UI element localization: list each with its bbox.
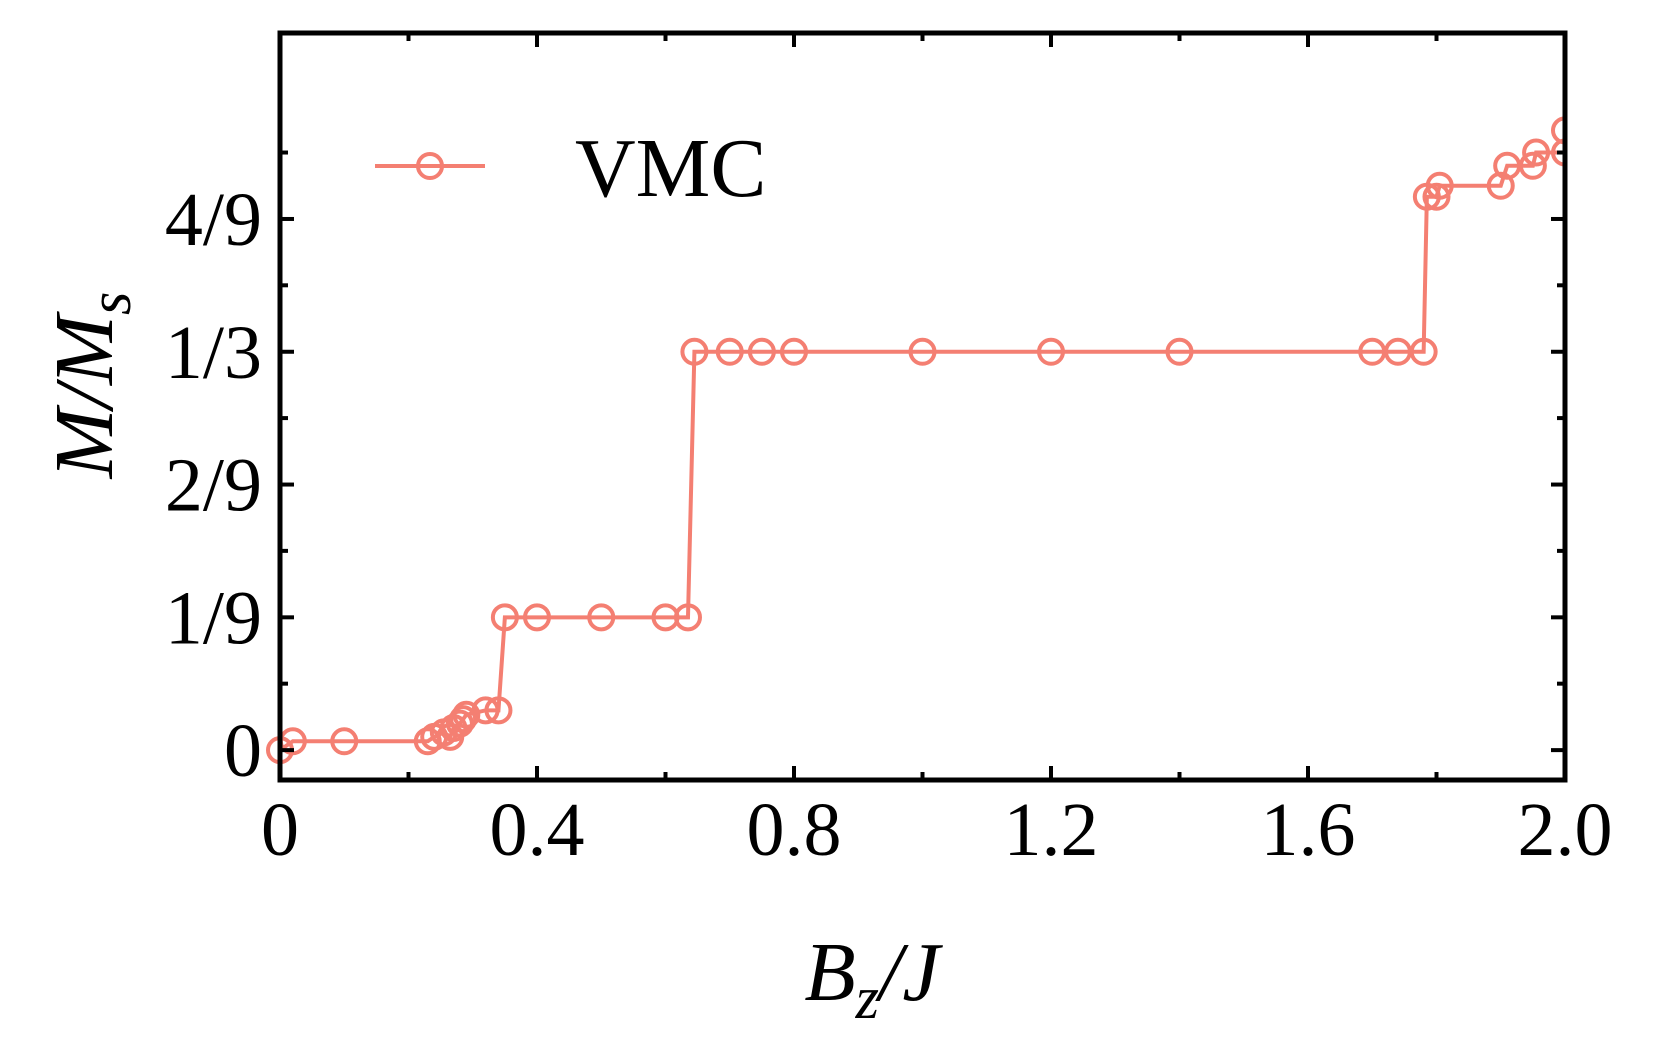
- data-point-marker: [587, 603, 616, 632]
- data-point-marker: [330, 727, 359, 756]
- y-tick-label: 1/9: [165, 576, 262, 660]
- data-point-marker: [1518, 151, 1547, 180]
- legend-label: VMC: [575, 122, 766, 215]
- ticks-layer: [278, 33, 1567, 780]
- x-tick-label: 0.4: [490, 788, 585, 872]
- y-tick-label: 0: [224, 709, 262, 793]
- y-tick-label: 2/9: [165, 444, 262, 528]
- x-axis-title-main: B: [804, 926, 855, 1019]
- data-point-marker: [673, 603, 702, 632]
- data-point-marker: [715, 337, 744, 366]
- data-point-marker: [1409, 337, 1438, 366]
- data-point-marker: [452, 700, 481, 729]
- y-tick-label: 4/9: [165, 178, 262, 262]
- series-layer: [266, 116, 1565, 765]
- data-point-marker: [908, 337, 937, 366]
- x-tick-label: 2.0: [1518, 788, 1613, 872]
- data-point-marker: [484, 696, 513, 725]
- data-point-marker: [680, 337, 709, 366]
- x-tick-label: 0: [261, 788, 299, 872]
- data-point-marker: [1422, 182, 1451, 211]
- data-point-marker: [780, 337, 808, 366]
- data-point-marker: [523, 603, 551, 632]
- x-tick-label: 1.2: [1004, 788, 1099, 872]
- x-axis-title: Bz/J: [804, 926, 943, 1031]
- y-axis-title: M/Ms: [38, 292, 143, 480]
- x-axis-title-sub: z: [855, 965, 879, 1031]
- data-point-marker: [471, 696, 500, 725]
- data-point-marker: [490, 603, 519, 632]
- y-axis-title-main: M/M: [38, 311, 131, 479]
- data-point-marker: [747, 337, 776, 366]
- data-point-marker: [1522, 138, 1551, 167]
- data-point-marker: [1165, 337, 1194, 366]
- legend: VMC: [375, 122, 766, 215]
- y-axis-title-sub: s: [77, 292, 143, 315]
- x-axis-title-rest: /J: [875, 926, 943, 1019]
- x-tick-label: 1.6: [1261, 788, 1356, 872]
- data-point-marker: [1037, 337, 1065, 366]
- series-line-vmc: [278, 130, 1565, 752]
- data-point-marker: [1551, 138, 1565, 167]
- y-tick-label: 1/3: [165, 311, 262, 395]
- tick-labels-layer: 0 0.4 0.8 1.2 1.6 2.0 0 1/9 2/9 1/3 4/9: [165, 178, 1613, 872]
- x-tick-label: 0.8: [747, 788, 842, 872]
- legend-marker: [416, 152, 444, 180]
- plot-frame: [277, 30, 1568, 783]
- data-point-marker: [1425, 171, 1454, 200]
- data-point-marker: [1551, 116, 1565, 145]
